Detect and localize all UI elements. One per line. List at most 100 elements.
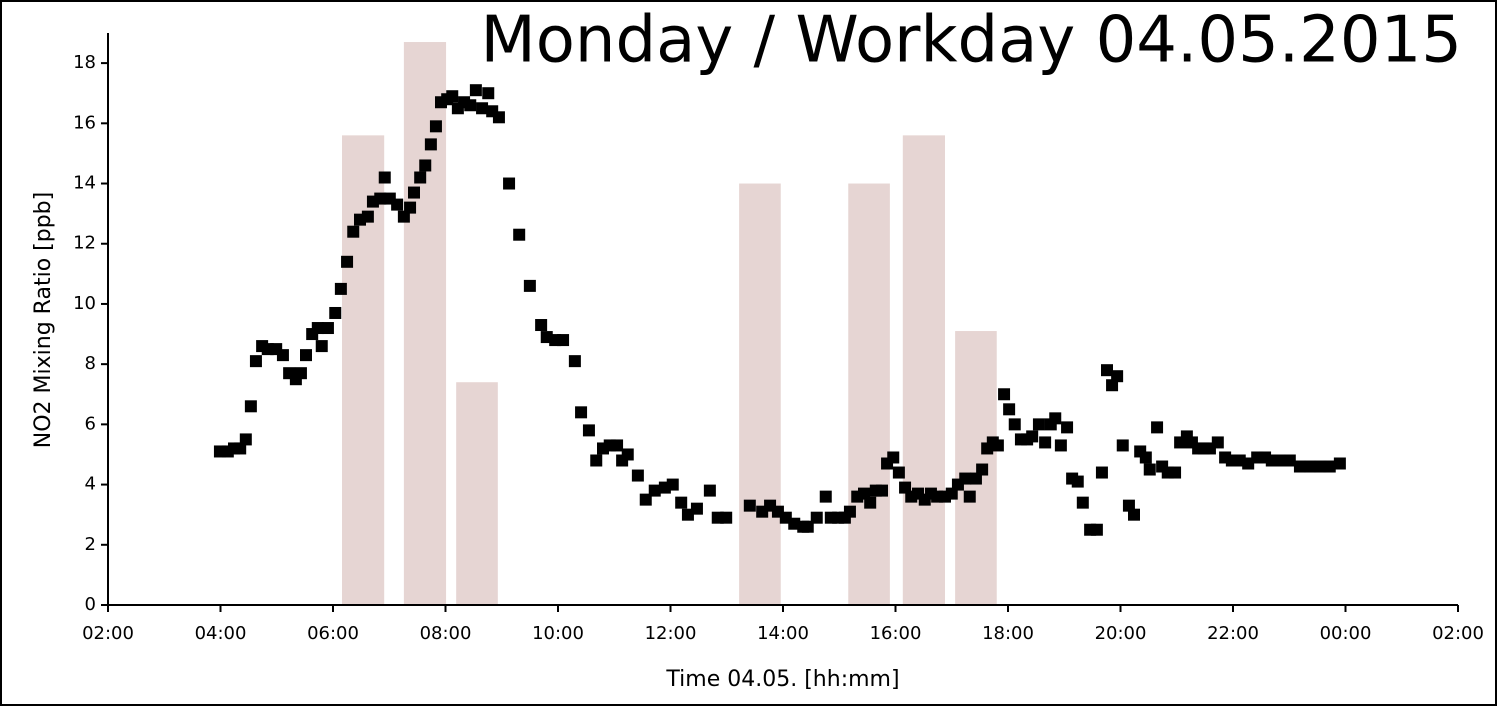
marker <box>1026 430 1039 443</box>
marker <box>1076 496 1089 509</box>
y-axis-label: NO2 Mixing Ratio [ppb] <box>31 192 56 448</box>
marker <box>1293 460 1306 473</box>
marker <box>1151 421 1164 434</box>
x-tick-label: 00:00 <box>1320 623 1372 644</box>
marker <box>1008 418 1021 431</box>
marker <box>1095 466 1108 479</box>
marker <box>824 511 837 524</box>
marker <box>1304 460 1317 473</box>
marker <box>838 511 851 524</box>
marker <box>311 322 324 335</box>
marker <box>1122 499 1135 512</box>
x-tick-label: 02:00 <box>82 623 134 644</box>
marker <box>779 511 792 524</box>
marker <box>1283 454 1296 467</box>
marker <box>523 279 536 292</box>
marker <box>557 334 570 347</box>
plot-area <box>213 42 1346 606</box>
y-tick-label: 10 <box>73 293 96 314</box>
marker <box>1323 460 1336 473</box>
x-tick-label: 12:00 <box>645 623 697 644</box>
marker <box>1101 364 1113 377</box>
marker <box>446 90 459 103</box>
marker <box>843 505 856 518</box>
marker <box>675 496 688 509</box>
x-tick-label: 10:00 <box>532 623 584 644</box>
marker <box>1274 454 1287 467</box>
y-tick-label: 18 <box>73 52 96 73</box>
marker <box>720 511 733 524</box>
marker <box>1116 439 1129 452</box>
y-tick-label: 8 <box>85 353 96 374</box>
marker <box>244 400 257 413</box>
marker <box>315 340 328 353</box>
bar <box>739 183 781 606</box>
marker <box>429 120 442 133</box>
marker <box>639 493 652 506</box>
marker <box>858 487 870 500</box>
bar <box>403 42 447 606</box>
marker <box>476 102 489 115</box>
marker <box>810 511 823 524</box>
bar <box>902 135 945 605</box>
marker <box>1128 508 1140 521</box>
y-tick-label: 6 <box>85 413 96 434</box>
marker <box>329 306 342 319</box>
marker <box>469 84 482 97</box>
marker <box>631 469 644 482</box>
marker <box>887 451 900 464</box>
marker <box>503 177 516 190</box>
marker <box>1139 451 1152 464</box>
marker <box>899 481 912 494</box>
marker <box>1090 523 1103 536</box>
x-tick-label: 18:00 <box>982 623 1034 644</box>
marker <box>819 490 832 503</box>
marker <box>1106 379 1119 392</box>
marker <box>1333 457 1346 470</box>
marker <box>1054 439 1067 452</box>
y-tick-label: 14 <box>73 173 96 194</box>
marker <box>347 225 360 238</box>
marker <box>482 87 495 100</box>
y-tick-label: 12 <box>73 233 96 254</box>
x-tick-label: 16:00 <box>870 623 922 644</box>
bar <box>456 382 498 605</box>
marker <box>1071 475 1084 488</box>
marker <box>234 442 247 455</box>
marker <box>945 487 958 500</box>
marker <box>378 171 391 184</box>
marker <box>892 466 905 479</box>
y-tick-label: 0 <box>85 594 96 615</box>
marker <box>703 484 716 497</box>
x-tick-label: 08:00 <box>420 623 472 644</box>
marker <box>294 367 307 380</box>
y-tick-label: 2 <box>85 534 96 555</box>
x-tick-label: 06:00 <box>307 623 359 644</box>
x-tick-label: 22:00 <box>1207 623 1259 644</box>
marker <box>424 138 437 151</box>
marker <box>621 448 634 461</box>
marker <box>249 355 262 368</box>
marker <box>1111 370 1124 383</box>
marker <box>832 511 845 524</box>
marker <box>575 406 588 419</box>
marker <box>391 198 404 211</box>
marker <box>1039 436 1052 449</box>
marker <box>998 388 1011 401</box>
marker <box>969 472 982 485</box>
marker <box>666 478 679 491</box>
marker <box>1211 436 1224 449</box>
marker <box>397 210 410 223</box>
marker <box>300 349 312 362</box>
chart-title: Monday / Workday 04.05.2015 <box>481 4 1462 78</box>
marker <box>414 171 427 184</box>
marker <box>876 484 888 497</box>
y-tick-label: 4 <box>85 474 96 495</box>
marker <box>492 111 505 124</box>
marker <box>963 490 976 503</box>
marker <box>991 439 1004 452</box>
y-tick-label: 16 <box>73 112 96 133</box>
